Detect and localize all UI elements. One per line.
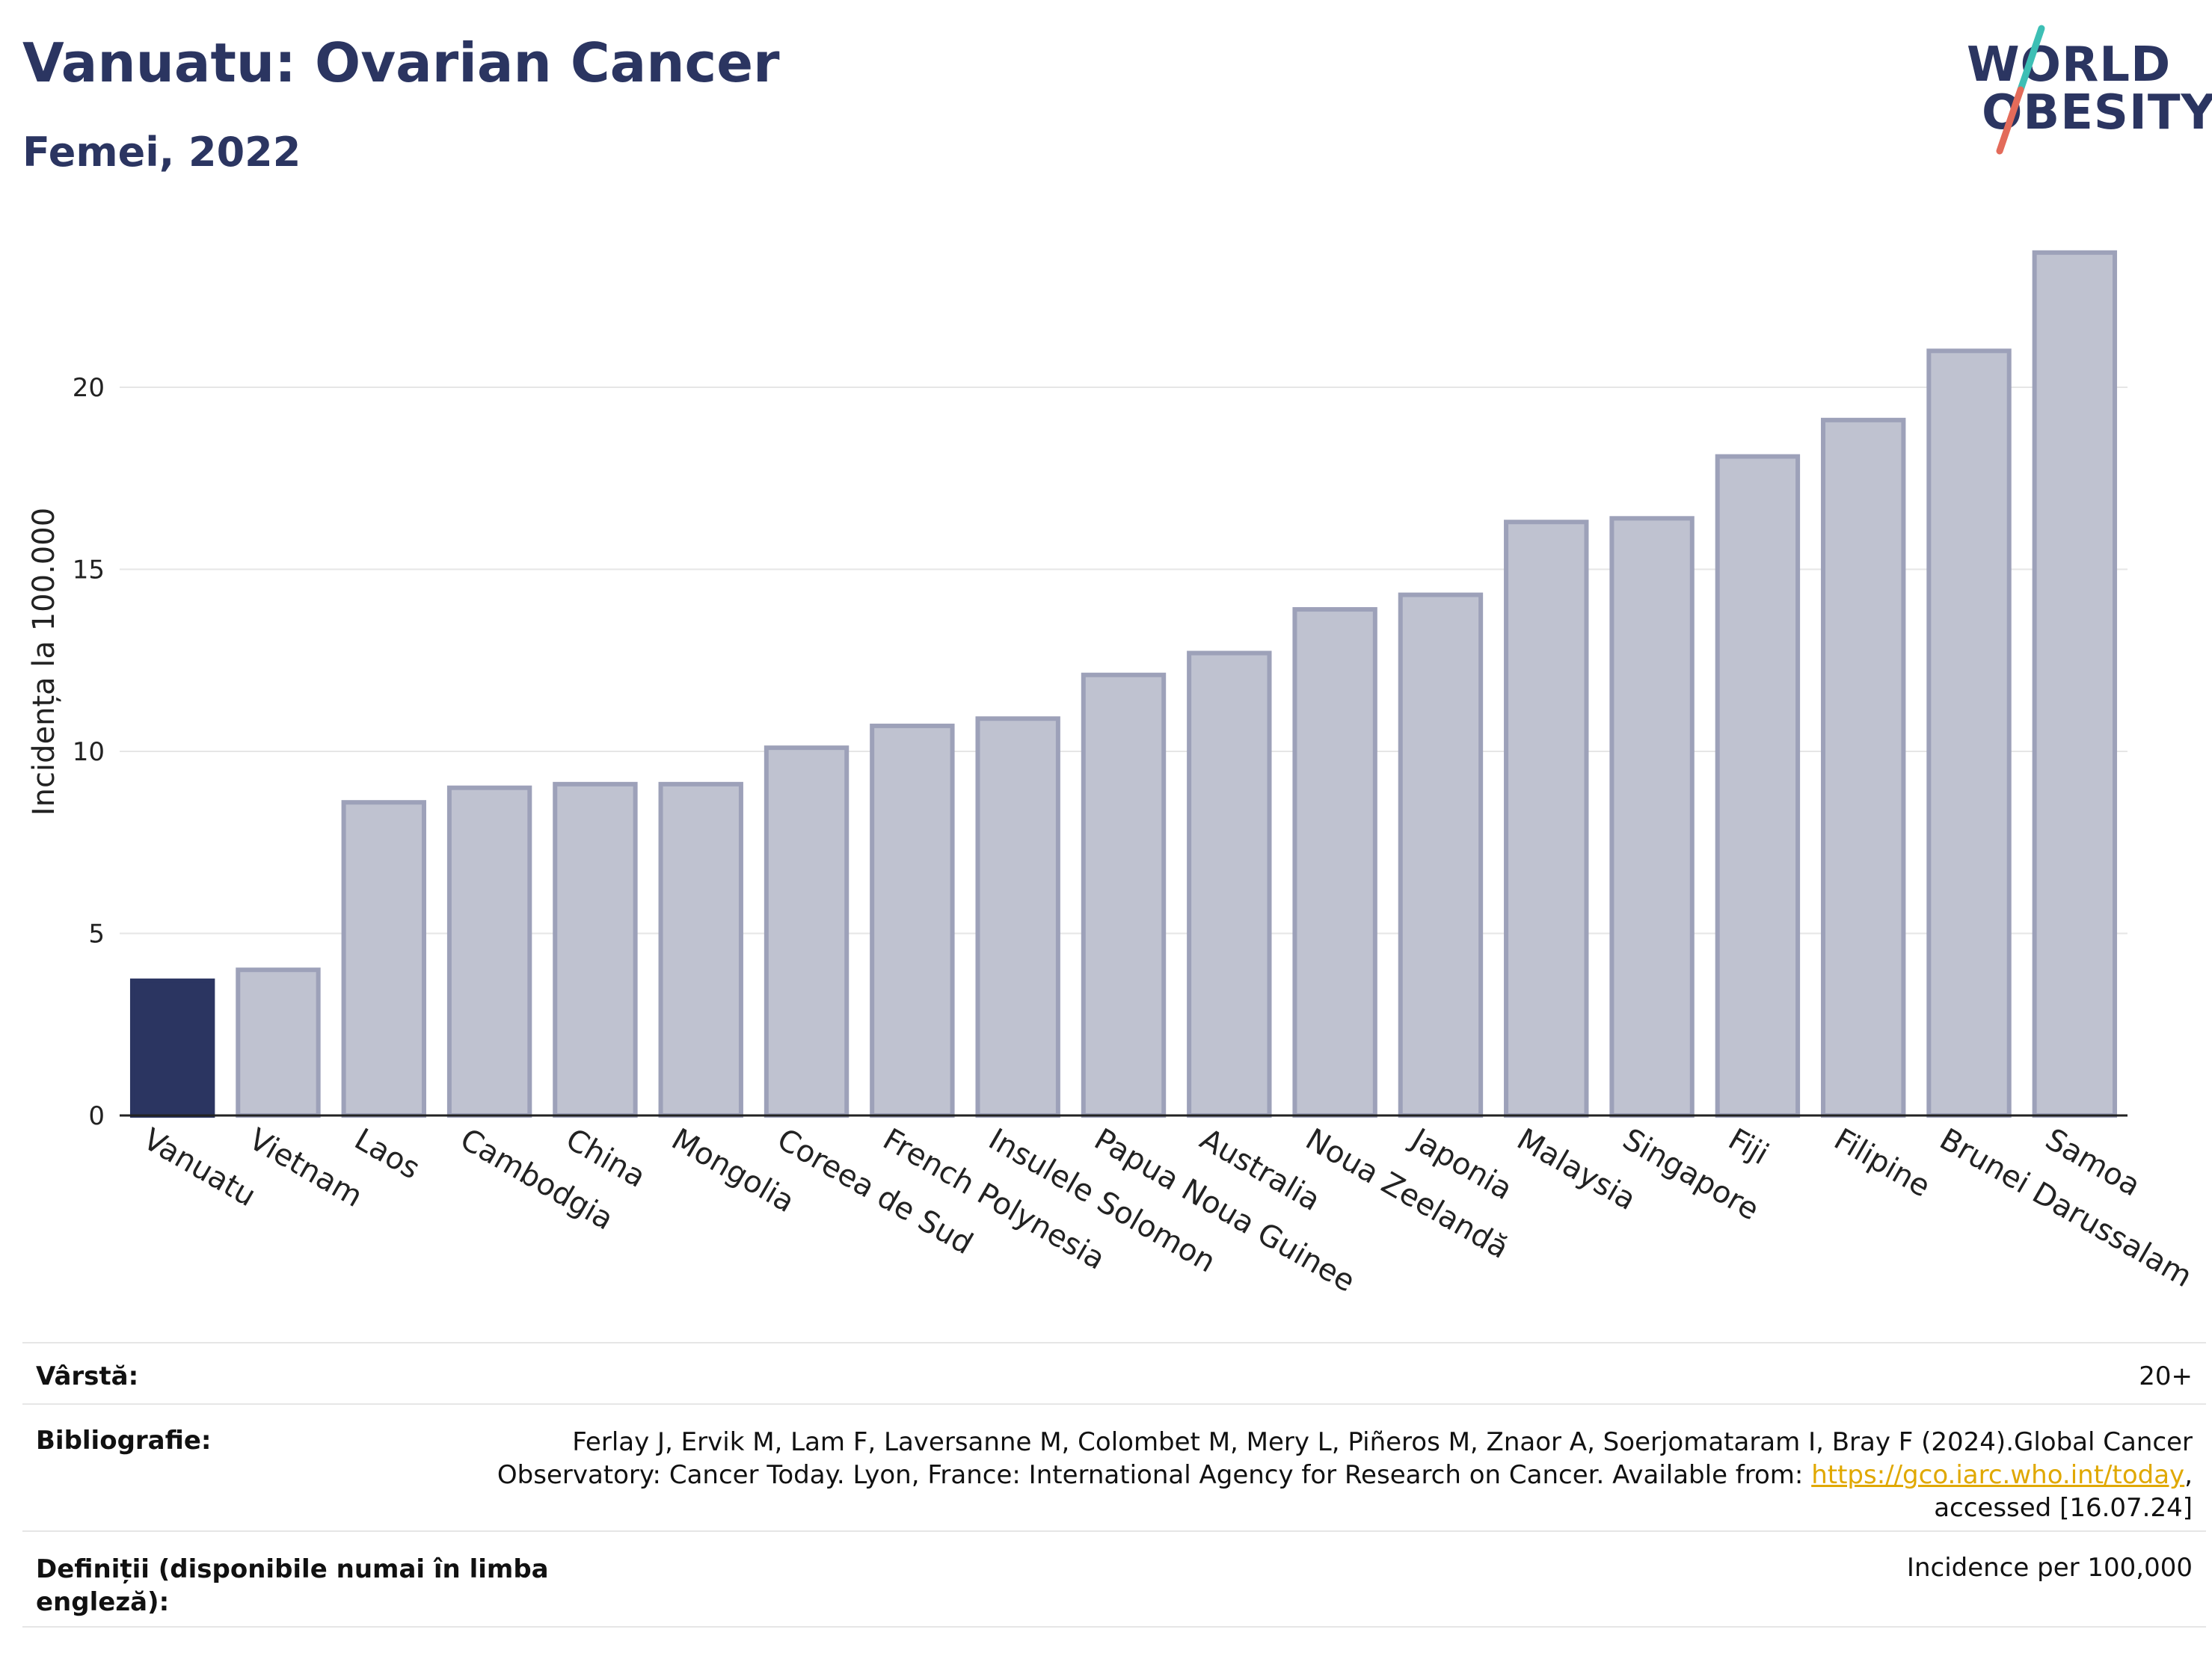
world-obesity-logo: WORLD OBESITY	[1952, 22, 2212, 157]
bar	[1609, 516, 1695, 1118]
y-tick-label: 15	[73, 555, 105, 585]
bar	[341, 800, 426, 1118]
bars	[129, 250, 2118, 1118]
y-tick-label: 20	[73, 373, 105, 403]
bar	[2032, 250, 2118, 1118]
bibliography-link[interactable]: https://gco.iarc.who.int/today	[1811, 1460, 2185, 1490]
bar	[553, 781, 638, 1118]
y-axis-ticks: 0 5 10 15 20	[73, 373, 105, 1131]
bibliography-text: Ferlay J, Ervik M, Lam F, Laversanne M, …	[497, 1426, 2193, 1524]
bar	[1187, 650, 1272, 1118]
bar	[870, 723, 955, 1118]
bar	[446, 785, 532, 1118]
y-tick-label: 5	[88, 920, 105, 949]
x-tick-label: Filipine	[1828, 1122, 1936, 1204]
age-value: 20+	[2139, 1361, 2193, 1391]
bibliography-line-2-suffix: ,	[2184, 1460, 2193, 1490]
definitions-label-line-2: engleză):	[36, 1587, 170, 1617]
bibliography-row: Bibliografie: Ferlay J, Ervik M, Lam F, …	[22, 1403, 2206, 1530]
logo-slash-icon	[1996, 25, 2045, 155]
x-tick-label: Laos	[348, 1122, 425, 1186]
bar	[1398, 592, 1484, 1118]
bibliography-line-2-text: Observatory: Cancer Today. Lyon, France:…	[497, 1460, 1812, 1490]
bibliography-line-1: Ferlay J, Ervik M, Lam F, Laversanne M, …	[572, 1427, 2193, 1457]
bar	[1715, 454, 1801, 1118]
bar	[1504, 520, 1589, 1118]
age-row: Vârstă: 20+	[22, 1342, 2206, 1403]
definitions-value: Incidence per 100,000	[1906, 1553, 2193, 1583]
page-subtitle: Femei, 2022	[22, 129, 301, 176]
logo-word-1: WORLD	[1967, 37, 2172, 93]
x-tick-label: Malaysia	[1511, 1122, 1641, 1217]
bibliography-line-3: accessed [16.07.24]	[1934, 1493, 2193, 1523]
bar	[658, 781, 743, 1118]
definitions-label: Definiții (disponibile numai în limba en…	[36, 1553, 549, 1619]
x-tick-label: Vietnam	[243, 1122, 368, 1214]
x-tick-label: Vanuatu	[138, 1122, 262, 1213]
bar	[1821, 417, 1906, 1118]
y-tick-label: 10	[73, 737, 105, 767]
x-tick-label: Fiji	[1722, 1122, 1774, 1172]
definitions-row: Definiții (disponibile numai în limba en…	[22, 1530, 2206, 1628]
bar	[1292, 607, 1377, 1118]
age-label: Vârstă:	[36, 1361, 139, 1391]
bar	[1926, 348, 2012, 1118]
page-title: Vanuatu: Ovarian Cancer	[22, 31, 780, 94]
bibliography-line-2: Observatory: Cancer Today. Lyon, France:…	[497, 1459, 2193, 1492]
bar	[236, 967, 321, 1118]
y-axis-title: Incidența la 100.000	[27, 508, 61, 816]
bar	[1081, 672, 1167, 1118]
bar	[129, 978, 215, 1118]
y-tick-label: 0	[88, 1101, 105, 1131]
bar	[975, 716, 1060, 1118]
bibliography-label: Bibliografie:	[36, 1426, 212, 1456]
definitions-label-line-1: Definiții (disponibile numai în limba	[36, 1554, 549, 1584]
bar	[764, 745, 850, 1118]
